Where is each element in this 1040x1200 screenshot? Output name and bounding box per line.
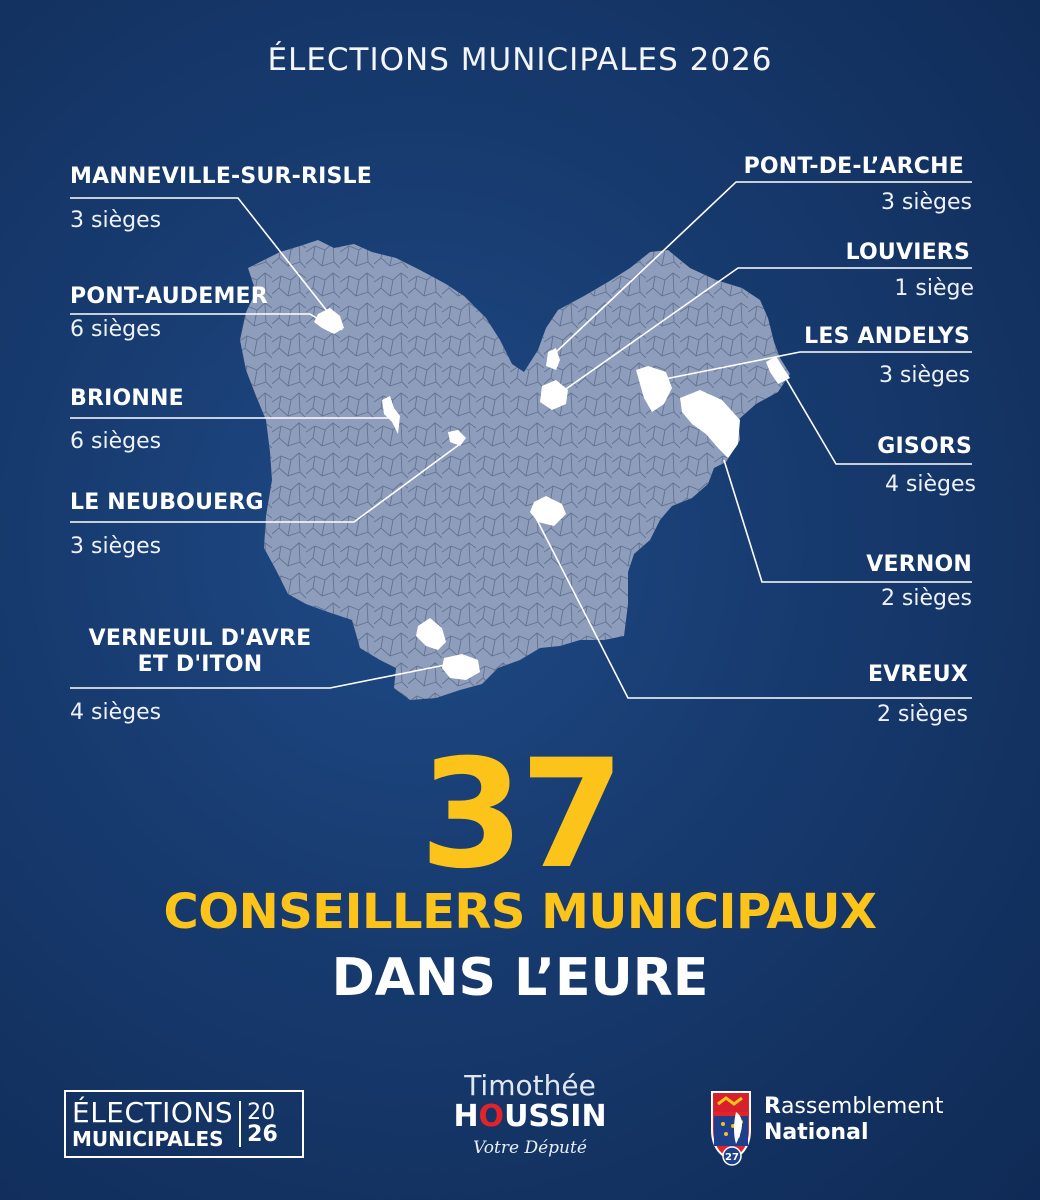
party-name-line2: National xyxy=(764,1120,869,1145)
commune-name: MANNEVILLE-SUR-RISLE xyxy=(70,164,372,189)
highlighted-communes xyxy=(314,308,790,680)
elections-logo-line2: MUNICIPALES xyxy=(72,1127,224,1151)
label-pont-de-larche: PONT-DE-L’ARCHE 3 sièges xyxy=(743,154,972,214)
commune-vernon xyxy=(680,390,740,458)
leader-vernon xyxy=(723,459,972,583)
leader-louviers xyxy=(555,267,972,397)
commune-seats: 3 sièges xyxy=(70,208,162,233)
commune-seats: 1 siège xyxy=(894,276,974,301)
commune-name: VERNEUIL D'AVRE ET D'ITON xyxy=(88,626,312,677)
commune-name: LE NEUBOUERG xyxy=(70,490,264,515)
commune-name: BRIONNE xyxy=(70,386,184,411)
commune-name: EVREUX xyxy=(867,662,968,687)
label-gisors: GISORS 4 sièges xyxy=(877,434,976,496)
department-outline xyxy=(240,240,790,700)
candidate-tagline: Votre Député xyxy=(473,1138,587,1158)
label-pont-audemer: PONT-AUDEMER 6 sièges xyxy=(70,286,268,341)
label-manneville: MANNEVILLE-SUR-RISLE 3 sièges xyxy=(70,166,372,232)
candidate-last-name-accent: O xyxy=(478,1099,505,1134)
elections-logo-line1: ÉLECTIONS xyxy=(72,1096,234,1129)
leader-lines xyxy=(70,181,972,699)
party-logo: 27 Rassemblement National xyxy=(706,1086,943,1166)
commune-brionne xyxy=(382,396,400,434)
leader-gisors xyxy=(781,371,972,465)
commune-verneuil-1 xyxy=(416,618,446,650)
elections-logo: ÉLECTIONS MUNICIPALES 20 26 xyxy=(64,1090,304,1158)
commune-seats: 4 sièges xyxy=(70,700,162,725)
commune-seats: 3 sièges xyxy=(878,363,970,388)
commune-verneuil-2 xyxy=(442,654,480,680)
leader-pont-audemer xyxy=(70,313,321,321)
leader-le-neubourg xyxy=(70,443,461,523)
party-badge-number: 27 xyxy=(725,1152,739,1163)
leader-evreux xyxy=(535,517,972,699)
commune-name: GISORS xyxy=(877,434,972,459)
label-evreux: EVREUX 2 sièges xyxy=(868,664,968,726)
commune-name: PONT-AUDEMER xyxy=(70,284,268,309)
commune-louviers xyxy=(540,380,568,410)
commune-name: LOUVIERS xyxy=(845,240,970,265)
leader-manneville xyxy=(70,197,343,331)
label-les-andelys: LES ANDELYS 3 sièges xyxy=(804,326,970,387)
commune-seats: 6 sièges xyxy=(70,429,162,454)
commune-name: PONT-DE-L’ARCHE xyxy=(743,154,964,179)
candidate-last-name: HOUSSIN xyxy=(420,1102,640,1132)
commune-seats: 3 sièges xyxy=(880,190,972,215)
elections-logo-divider xyxy=(239,1101,242,1147)
elections-logo-year-top: 20 xyxy=(247,1100,276,1125)
commune-name: LES ANDELYS xyxy=(804,324,970,349)
label-vernon: VERNON 2 sièges xyxy=(866,554,972,610)
elections-logo-year-bottom: 26 xyxy=(247,1122,278,1147)
subtitle-councillors: CONSEILLERS MUNICIPAUX xyxy=(163,884,877,940)
party-name-rest: assemblement xyxy=(780,1094,944,1119)
party-emblem-icon: 27 xyxy=(711,1091,751,1166)
candidate-logo: Timothée HOUSSIN Votre Député xyxy=(420,1072,640,1157)
commune-seats: 6 sièges xyxy=(70,317,162,342)
candidate-first-name: Timothée xyxy=(464,1069,596,1102)
commune-manneville xyxy=(314,308,344,334)
leader-pont-de-larche xyxy=(553,181,972,355)
commune-gisors xyxy=(766,356,790,384)
leader-les-andelys xyxy=(659,351,972,381)
commune-pont-de-larche xyxy=(546,348,560,370)
label-louviers: LOUVIERS 1 siège xyxy=(845,240,974,300)
label-verneuil: VERNEUIL D'AVRE ET D'ITON 4 sièges xyxy=(70,626,330,724)
page-title: ÉLECTIONS MUNICIPALES 2026 xyxy=(267,42,773,78)
candidate-last-name-part: USSIN xyxy=(504,1099,607,1134)
label-brionne: BRIONNE 6 sièges xyxy=(70,388,184,453)
party-name-initial: R xyxy=(764,1094,781,1119)
commune-seats: 3 sièges xyxy=(70,534,162,559)
subtitle-department: DANS L’EURE xyxy=(331,948,709,1008)
commune-seats: 4 sièges xyxy=(884,472,976,497)
leader-verneuil xyxy=(70,661,461,689)
label-le-neubourg: LE NEUBOUERG 3 sièges xyxy=(70,492,264,558)
commune-evreux xyxy=(530,496,566,526)
commune-seats: 2 sièges xyxy=(876,702,968,727)
commune-name: VERNON xyxy=(866,552,972,577)
total-count: 37 xyxy=(419,728,625,902)
commune-les-andelys xyxy=(636,366,672,412)
candidate-last-name-part: H xyxy=(453,1099,479,1134)
commune-le-neubourg xyxy=(448,430,466,446)
commune-seats: 2 sièges xyxy=(880,586,972,611)
party-name-line1: Rassemblement xyxy=(764,1096,943,1118)
